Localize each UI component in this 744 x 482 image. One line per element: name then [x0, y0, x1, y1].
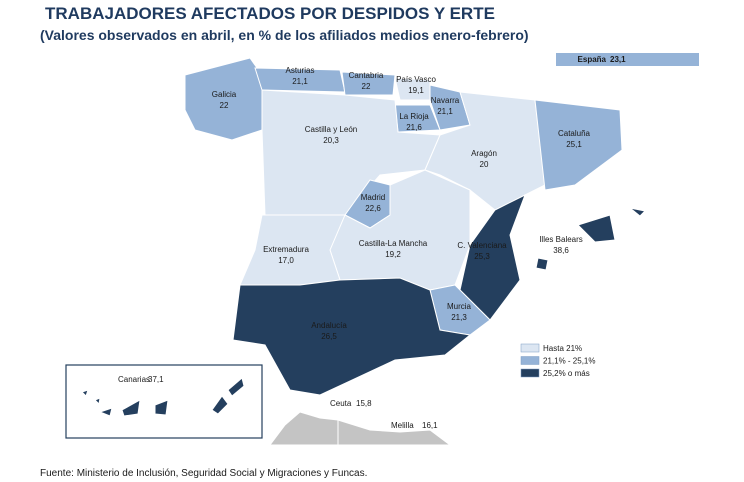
region-value: 15,8: [356, 399, 372, 408]
region-shape: [94, 397, 101, 406]
title: TRABAJADORES AFECTADOS POR DESPIDOS Y ER…: [45, 4, 495, 23]
region-value: 17,0: [278, 256, 294, 265]
region-name: Canarias: [118, 375, 150, 384]
region-value: 25,3: [474, 252, 490, 261]
region-value: 22,6: [365, 204, 381, 213]
region-name: Cantabria: [349, 71, 384, 80]
region-shape: [535, 257, 549, 271]
region-shape: [429, 84, 471, 131]
region-name: Asturias: [286, 66, 315, 75]
region: Cataluña 25,1: [534, 99, 623, 191]
region-name: C. Valenciana: [457, 241, 507, 250]
region-name: Illes Balears: [539, 235, 583, 244]
subtitle: (Valores observados en abril, en % de lo…: [40, 27, 529, 43]
region-value: 38,6: [553, 246, 569, 255]
region: Melilla 16,1: [337, 419, 452, 446]
legend-label: 25,2% o más: [543, 369, 590, 378]
region-shape: [81, 389, 89, 397]
region-name: Galicia: [212, 90, 237, 99]
region-value: 20,3: [323, 136, 339, 145]
region-shape: [121, 399, 141, 417]
region-name: Aragón: [471, 149, 497, 158]
region-value: 19,2: [385, 250, 401, 259]
region: Galicia 22: [184, 57, 263, 141]
total-box: [556, 53, 699, 66]
region-shape: [459, 193, 526, 321]
region-value: 37,1: [148, 375, 164, 384]
total-value: 23,1: [610, 55, 626, 64]
region-name: Andalucía: [311, 321, 347, 330]
legend-label: 21,1% - 25,1%: [543, 357, 595, 366]
legend-swatch: [520, 356, 540, 365]
region-shape: [154, 399, 169, 416]
region-value: 21,1: [292, 77, 308, 86]
legend-swatch: [520, 343, 540, 353]
total-name: España: [578, 55, 607, 64]
region-shape: [227, 377, 245, 397]
region: Cantabria 22: [341, 71, 396, 96]
region-value: 26,5: [321, 332, 337, 341]
region-name: Murcia: [447, 302, 472, 311]
region-name: La Rioja: [399, 112, 429, 121]
region-shape: [232, 277, 472, 396]
region: C. Valenciana 25,3: [457, 193, 526, 321]
region-value: 22: [220, 101, 229, 110]
region-shape: [211, 395, 229, 415]
region-shape: [629, 207, 647, 217]
region-value: 21,3: [451, 313, 467, 322]
region: Illes Balears 38,6: [535, 207, 647, 271]
source: Fuente: Ministerio de Inclusión, Segurid…: [40, 468, 367, 479]
region-shape: [577, 214, 616, 243]
region-shape: [534, 99, 623, 191]
region-value: 21,1: [437, 107, 453, 116]
region-name: Navarra: [431, 96, 460, 105]
legend-label: Hasta 21%: [543, 344, 582, 353]
region: Asturias 21,1: [254, 66, 346, 93]
region-shape: [184, 57, 263, 141]
region-value: 20: [480, 160, 489, 169]
region-shape: [98, 407, 113, 417]
region-value: 19,1: [408, 86, 424, 95]
region-name: Cataluña: [558, 129, 591, 138]
region-name: Madrid: [361, 193, 385, 202]
region-value: 21,6: [406, 123, 422, 132]
region-value: 22: [362, 82, 371, 91]
region-name: Extremadura: [263, 245, 309, 254]
region-shape: [337, 419, 452, 446]
region-name: Ceuta: [330, 399, 352, 408]
region-name: País Vasco: [396, 75, 436, 84]
region: Andalucía 26,5: [232, 277, 472, 396]
region-name: Castilla-La Mancha: [359, 239, 428, 248]
region-name: Melilla: [391, 421, 414, 430]
region-name: Castilla y León: [305, 125, 357, 134]
region: Extremadura 17,0: [239, 214, 346, 286]
canarias-frame: [65, 364, 263, 439]
region-shape: [341, 71, 396, 96]
region-value: 16,1: [422, 421, 438, 430]
region: Navarra 21,1: [429, 84, 471, 131]
region-value: 25,1: [566, 140, 582, 149]
region-shape: [269, 411, 339, 446]
legend-swatch: [520, 368, 540, 378]
